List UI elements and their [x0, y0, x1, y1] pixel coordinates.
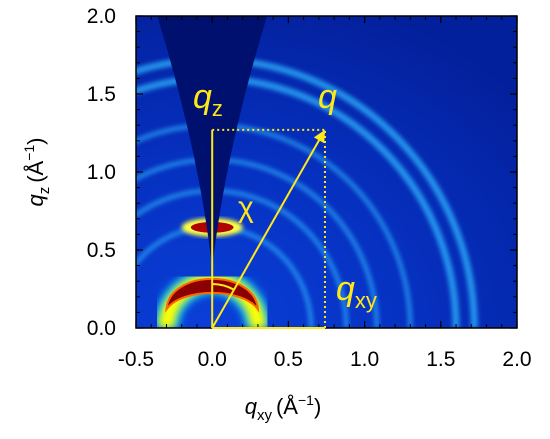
chi-annotation: χ	[238, 191, 254, 224]
y-tick-label: 0.5	[87, 239, 116, 262]
x-tick-label: 1.5	[426, 348, 455, 371]
x-tick-label: 0.0	[198, 348, 227, 371]
y-tick-label: 1.5	[87, 83, 116, 106]
annotation-layer: qz q qxy χ	[193, 78, 377, 329]
x-tick-label: 1.0	[350, 348, 379, 371]
q-vector-line	[211, 136, 322, 329]
qxy-annotation: qxy	[336, 270, 377, 313]
watermark: 知乎 @Arthur Huang	[385, 401, 526, 418]
x-tick-label: -0.5	[118, 348, 154, 371]
q-vector-arrowhead	[313, 129, 325, 144]
y-tick-label: 1.0	[87, 161, 116, 184]
x-axis-label: qxy (Å−1)	[245, 392, 322, 424]
y-tick-label: 2.0	[87, 5, 116, 28]
q-annotation: q	[318, 78, 337, 116]
y-axis-label: qz(Å−1)	[21, 137, 53, 206]
x-axis: -0.5 0.0 0.5 1.0 1.5 2.0	[118, 16, 532, 371]
chi-arc	[212, 283, 235, 291]
qz-annotation: qz	[193, 78, 223, 121]
y-axis: 0.0 0.5 1.0 1.5 2.0	[87, 5, 517, 340]
y-tick-label: 0.0	[87, 317, 116, 340]
x-tick-label: 0.5	[274, 348, 303, 371]
heatmap-area	[136, 16, 517, 328]
x-tick-label: 2.0	[502, 348, 531, 371]
